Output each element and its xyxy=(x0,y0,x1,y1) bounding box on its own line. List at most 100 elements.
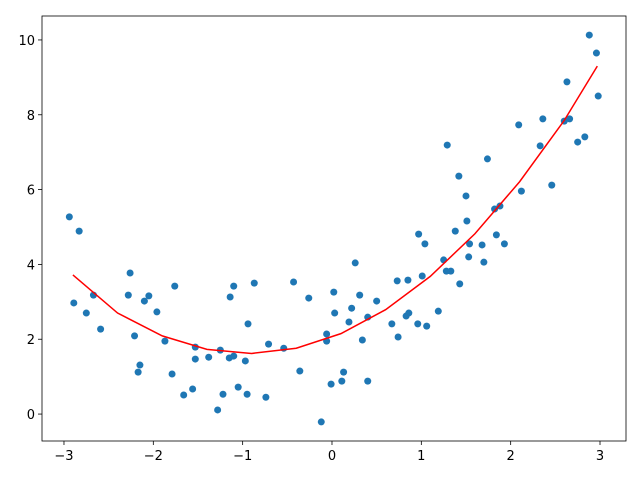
point xyxy=(241,357,249,365)
point xyxy=(168,370,176,378)
point xyxy=(265,340,273,348)
x-tick-label: 1 xyxy=(417,449,425,464)
point xyxy=(423,322,431,330)
point xyxy=(65,213,73,221)
x-tick-label: 2 xyxy=(507,449,515,464)
point xyxy=(161,337,169,345)
point xyxy=(440,256,448,264)
point xyxy=(126,269,134,277)
y-tick-label: 10 xyxy=(18,34,35,49)
y-tick-label: 4 xyxy=(27,258,35,273)
point xyxy=(331,309,339,317)
x-tick-label: −3 xyxy=(54,449,73,464)
point xyxy=(364,377,372,385)
point xyxy=(443,141,451,149)
point xyxy=(230,352,238,360)
x-tick-label: 0 xyxy=(328,449,336,464)
point xyxy=(230,282,238,290)
point xyxy=(393,277,401,285)
point xyxy=(250,279,258,287)
point xyxy=(189,385,197,393)
point xyxy=(340,368,348,376)
point xyxy=(124,291,132,299)
point xyxy=(205,353,213,361)
point xyxy=(455,172,463,180)
point xyxy=(134,368,142,376)
point xyxy=(153,308,161,316)
point xyxy=(434,307,442,315)
point xyxy=(388,320,396,328)
point xyxy=(539,115,547,123)
point xyxy=(478,241,486,249)
point xyxy=(500,240,508,248)
point xyxy=(394,333,402,341)
point xyxy=(463,217,471,225)
point xyxy=(214,406,222,414)
point xyxy=(145,292,153,300)
point xyxy=(592,49,600,57)
point xyxy=(404,276,412,284)
point xyxy=(317,418,325,426)
point xyxy=(466,240,474,248)
y-tick-label: 8 xyxy=(27,109,35,124)
point xyxy=(358,336,366,344)
point xyxy=(483,155,491,163)
point xyxy=(234,383,242,391)
point xyxy=(563,78,571,86)
point xyxy=(414,320,422,328)
point xyxy=(345,318,353,326)
y-tick-label: 2 xyxy=(27,333,35,348)
point xyxy=(594,92,602,100)
point xyxy=(418,272,426,280)
point xyxy=(226,293,234,301)
point xyxy=(330,288,338,296)
point xyxy=(171,282,179,290)
point xyxy=(70,299,78,307)
y-tick-label: 6 xyxy=(27,184,35,199)
fit-line xyxy=(72,65,598,355)
point xyxy=(356,291,364,299)
point xyxy=(456,280,464,288)
point xyxy=(244,320,252,328)
point xyxy=(585,31,593,39)
point xyxy=(219,390,227,398)
point xyxy=(323,330,331,338)
point xyxy=(305,294,313,302)
point xyxy=(97,325,105,333)
point xyxy=(131,332,139,340)
plot-frame xyxy=(41,15,627,442)
point xyxy=(75,227,83,235)
point xyxy=(351,259,359,267)
point xyxy=(462,192,470,200)
point xyxy=(180,391,188,399)
x-tick-label: −2 xyxy=(144,449,163,464)
point xyxy=(405,309,413,317)
point xyxy=(243,390,251,398)
point xyxy=(548,181,556,189)
point xyxy=(517,187,525,195)
point xyxy=(290,278,298,286)
point xyxy=(465,253,473,261)
point xyxy=(480,258,488,266)
point xyxy=(262,393,270,401)
point xyxy=(136,361,144,369)
y-tick-label: 0 xyxy=(27,408,35,423)
point xyxy=(327,380,335,388)
point xyxy=(82,309,90,317)
point xyxy=(581,133,589,141)
point xyxy=(296,367,304,375)
point xyxy=(415,230,423,238)
point xyxy=(338,377,346,385)
point xyxy=(515,121,523,129)
point xyxy=(451,227,459,235)
point xyxy=(536,142,544,150)
point xyxy=(191,355,199,363)
x-tick-label: 3 xyxy=(596,449,604,464)
point xyxy=(566,115,574,123)
point xyxy=(421,240,429,248)
point xyxy=(491,205,499,213)
point xyxy=(574,138,582,146)
point xyxy=(492,231,500,239)
